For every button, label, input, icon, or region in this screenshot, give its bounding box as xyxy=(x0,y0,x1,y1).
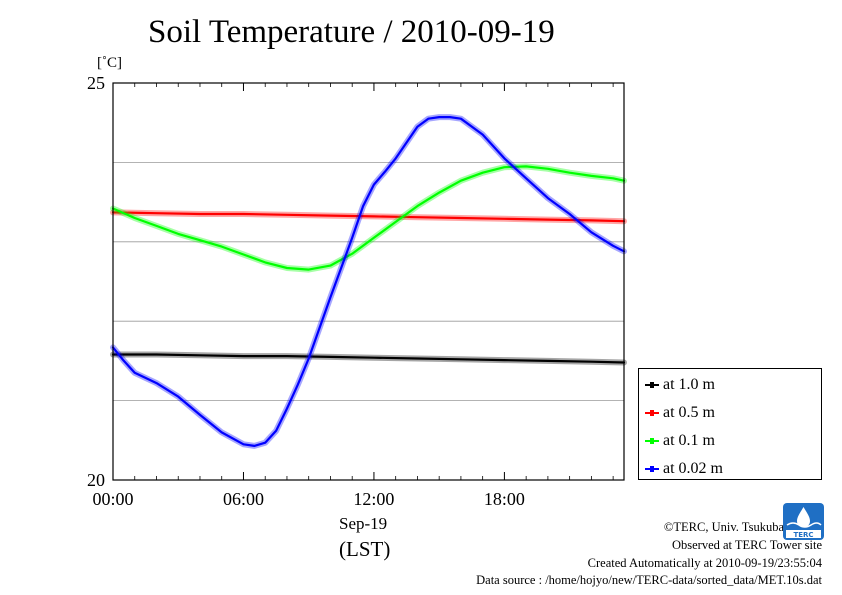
legend-label: at 0.02 m xyxy=(663,460,723,477)
legend-item: at 0.02 m xyxy=(645,459,723,479)
logo-lettering: TERC xyxy=(793,531,813,539)
created-text: Created Automatically at 2010-09-19/23:5… xyxy=(587,556,822,570)
legend: at 1.0 m at 0.5 m at 0.1 m at 0.02 m xyxy=(638,368,822,480)
series-line-0 xyxy=(111,353,626,364)
y-tick-label: 25 xyxy=(87,73,105,93)
legend-item: at 0.1 m xyxy=(645,431,715,451)
x-axis-date-label: Sep-19 xyxy=(339,514,388,533)
x-axis-zone-label: (LST) xyxy=(339,537,391,561)
series-line-2 xyxy=(111,165,626,271)
y-tick-label: 20 xyxy=(87,470,105,490)
legend-swatch xyxy=(645,438,659,444)
x-tick-label: 00:00 xyxy=(92,489,133,509)
terc-logo: TERC xyxy=(783,503,824,540)
series-line-1 xyxy=(111,211,626,223)
axis-ticks xyxy=(112,83,614,480)
legend-label: at 0.1 m xyxy=(663,432,715,449)
chart-title: Soil Temperature / 2010-09-19 xyxy=(148,14,555,50)
data-source-text: Data source : /home/hojyo/new/TERC-data/… xyxy=(476,573,822,587)
y-axis-unit: [˚C] xyxy=(97,55,122,71)
legend-label: at 0.5 m xyxy=(663,404,715,421)
x-tick-label: 06:00 xyxy=(223,489,264,509)
legend-item: at 0.5 m xyxy=(645,403,715,423)
plot-frame xyxy=(112,82,625,481)
series-line-3 xyxy=(111,116,626,447)
series-lines xyxy=(110,114,627,449)
legend-swatch xyxy=(645,410,659,416)
x-tick-label: 18:00 xyxy=(484,489,525,509)
copyright-text: ©TERC, Univ. Tsukuba xyxy=(663,520,784,534)
tick-labels: 00:00 06:00 12:00 18:00 20 25 xyxy=(87,73,525,509)
legend-label: at 1.0 m xyxy=(663,376,715,393)
x-tick-label: 12:00 xyxy=(353,489,394,509)
legend-swatch xyxy=(645,382,659,388)
site-text: Observed at TERC Tower site xyxy=(671,538,822,552)
legend-swatch xyxy=(645,466,659,472)
legend-item: at 1.0 m xyxy=(645,375,715,395)
